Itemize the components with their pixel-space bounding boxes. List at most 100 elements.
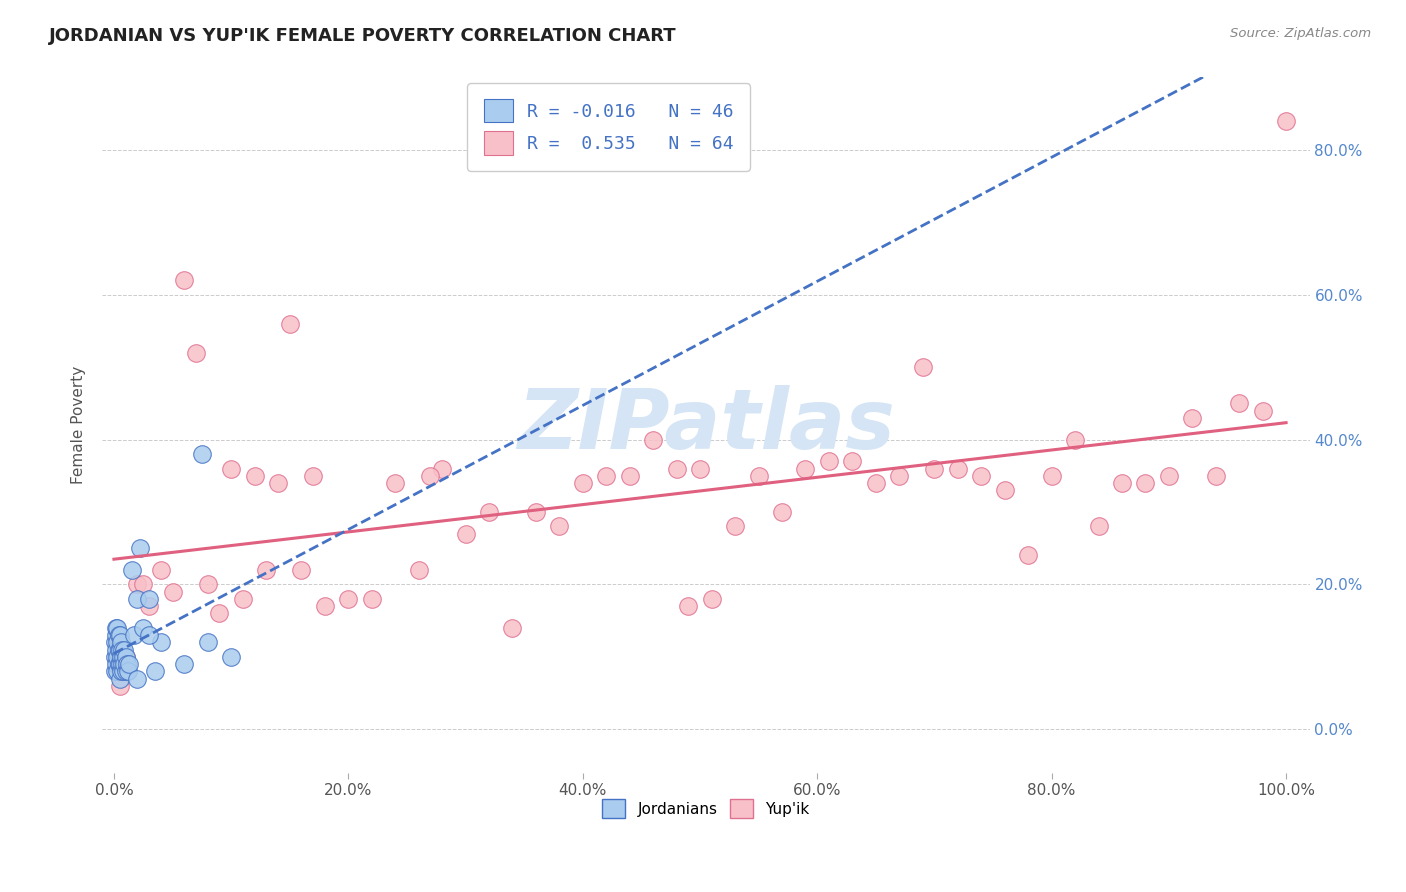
Point bbox=[107, 635, 129, 649]
Point bbox=[689, 461, 711, 475]
Point bbox=[1040, 468, 1063, 483]
Point bbox=[408, 563, 430, 577]
Point bbox=[1205, 468, 1227, 483]
Point bbox=[1227, 396, 1250, 410]
Point bbox=[114, 665, 136, 679]
Point bbox=[818, 454, 841, 468]
Point bbox=[112, 649, 135, 664]
Point bbox=[1017, 549, 1039, 563]
Point bbox=[104, 665, 127, 679]
Point bbox=[841, 454, 863, 468]
Point bbox=[104, 635, 127, 649]
Point bbox=[501, 621, 523, 635]
Point bbox=[114, 649, 136, 664]
Point bbox=[1181, 410, 1204, 425]
Point bbox=[108, 679, 131, 693]
Point bbox=[127, 672, 149, 686]
Point bbox=[110, 635, 132, 649]
Point bbox=[724, 519, 747, 533]
Point bbox=[104, 649, 127, 664]
Point bbox=[191, 447, 214, 461]
Point bbox=[138, 591, 160, 606]
Point bbox=[105, 642, 128, 657]
Point bbox=[454, 526, 477, 541]
Point bbox=[430, 461, 453, 475]
Point bbox=[115, 657, 138, 672]
Point bbox=[107, 657, 129, 672]
Point bbox=[419, 468, 441, 483]
Point bbox=[107, 665, 129, 679]
Point bbox=[138, 628, 160, 642]
Point bbox=[889, 468, 911, 483]
Point bbox=[748, 468, 770, 483]
Point bbox=[117, 665, 139, 679]
Point bbox=[197, 577, 219, 591]
Point bbox=[108, 657, 131, 672]
Point bbox=[107, 649, 129, 664]
Point bbox=[865, 476, 887, 491]
Point bbox=[524, 505, 547, 519]
Point bbox=[149, 635, 172, 649]
Point bbox=[337, 591, 360, 606]
Point bbox=[127, 591, 149, 606]
Point bbox=[1275, 114, 1298, 128]
Point bbox=[278, 317, 301, 331]
Point bbox=[173, 657, 195, 672]
Point bbox=[114, 657, 136, 672]
Point bbox=[128, 541, 150, 556]
Point bbox=[173, 273, 195, 287]
Point bbox=[122, 628, 145, 642]
Point bbox=[1251, 403, 1274, 417]
Point bbox=[110, 649, 132, 664]
Point bbox=[105, 628, 128, 642]
Legend: Jordanians, Yup'ik: Jordanians, Yup'ik bbox=[596, 793, 815, 824]
Point bbox=[384, 476, 406, 491]
Point bbox=[1087, 519, 1109, 533]
Point bbox=[184, 345, 207, 359]
Point bbox=[118, 657, 141, 672]
Text: ZIPatlas: ZIPatlas bbox=[517, 384, 894, 466]
Point bbox=[132, 621, 155, 635]
Point bbox=[478, 505, 501, 519]
Point bbox=[107, 642, 129, 657]
Y-axis label: Female Poverty: Female Poverty bbox=[72, 366, 86, 484]
Point bbox=[254, 563, 277, 577]
Point bbox=[970, 468, 993, 483]
Point bbox=[108, 672, 131, 686]
Point bbox=[302, 468, 325, 483]
Point bbox=[1111, 476, 1133, 491]
Point bbox=[678, 599, 700, 614]
Point bbox=[994, 483, 1017, 498]
Text: JORDANIAN VS YUP'IK FEMALE POVERTY CORRELATION CHART: JORDANIAN VS YUP'IK FEMALE POVERTY CORRE… bbox=[49, 27, 676, 45]
Point bbox=[111, 657, 134, 672]
Point bbox=[108, 642, 131, 657]
Point bbox=[770, 505, 793, 519]
Point bbox=[911, 360, 934, 375]
Point bbox=[114, 642, 136, 657]
Point bbox=[232, 591, 254, 606]
Point bbox=[107, 621, 129, 635]
Point bbox=[700, 591, 723, 606]
Point bbox=[548, 519, 571, 533]
Point bbox=[267, 476, 290, 491]
Point bbox=[107, 628, 129, 642]
Point bbox=[794, 461, 817, 475]
Point bbox=[360, 591, 382, 606]
Point bbox=[219, 461, 242, 475]
Point bbox=[114, 649, 136, 664]
Point bbox=[111, 642, 134, 657]
Point bbox=[208, 607, 231, 621]
Point bbox=[290, 563, 312, 577]
Point bbox=[197, 635, 219, 649]
Text: Source: ZipAtlas.com: Source: ZipAtlas.com bbox=[1230, 27, 1371, 40]
Point bbox=[105, 621, 128, 635]
Point bbox=[132, 577, 155, 591]
Point bbox=[924, 461, 946, 475]
Point bbox=[243, 468, 266, 483]
Point bbox=[143, 665, 166, 679]
Point bbox=[105, 657, 128, 672]
Point bbox=[138, 599, 160, 614]
Point bbox=[946, 461, 969, 475]
Point bbox=[110, 665, 132, 679]
Point bbox=[1135, 476, 1157, 491]
